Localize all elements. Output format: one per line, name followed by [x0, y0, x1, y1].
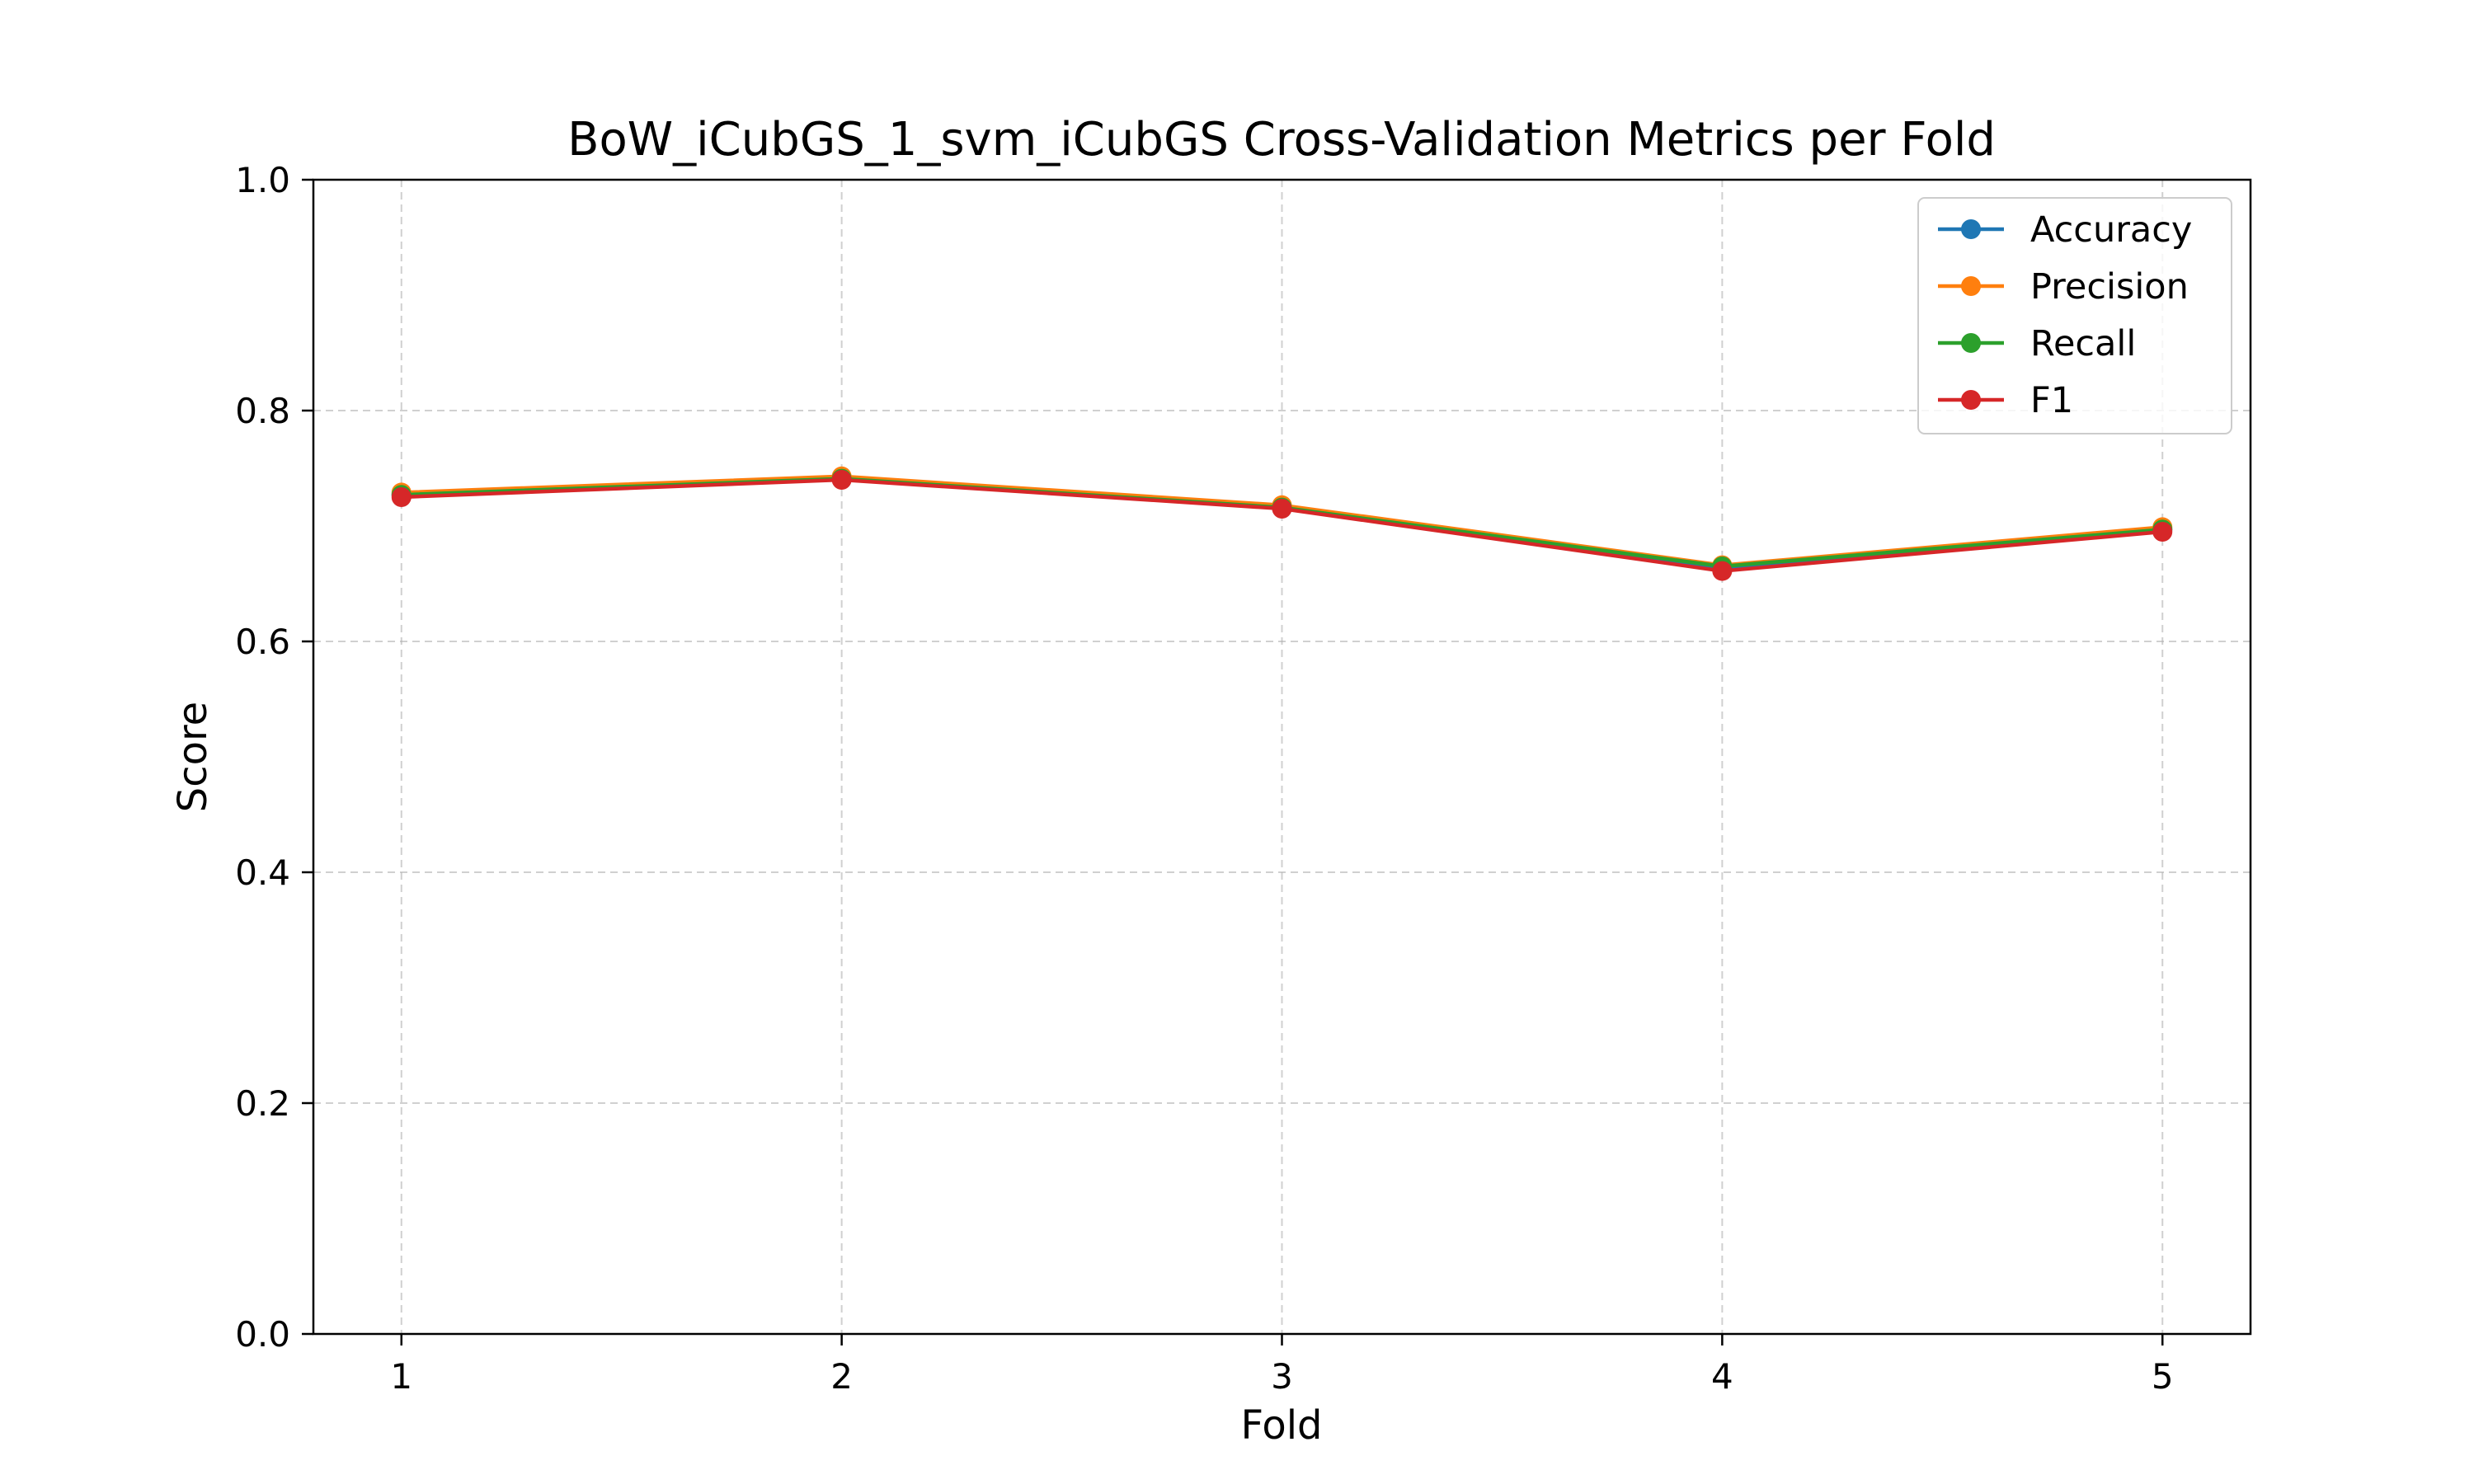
legend-entry-f1: F1 [1938, 380, 2073, 421]
y-tick-label: 0.4 [235, 852, 290, 893]
y-tick-label: 0.8 [235, 391, 290, 431]
series-f1 [391, 470, 2173, 581]
x-tick-label: 2 [830, 1356, 853, 1397]
legend-entry-accuracy: Accuracy [1938, 209, 2192, 251]
y-tick-label: 0.6 [235, 622, 290, 662]
x-tick-label: 4 [1711, 1356, 1733, 1397]
legend-swatch-marker [1961, 219, 1981, 239]
legend-swatch-marker [1961, 390, 1981, 410]
y-axis-label: Score [170, 702, 216, 812]
x-tick-label: 5 [2152, 1356, 2174, 1397]
f1-point [2152, 522, 2173, 542]
axis-ticks: 1 2 3 4 5 0.0 0.2 0.4 0.6 0.8 1.0 [235, 160, 2173, 1397]
x-axis-label: Fold [1240, 1402, 1322, 1449]
legend-label: Recall [2030, 323, 2136, 364]
legend: Accuracy Precision Recall F1 [1917, 197, 2232, 434]
legend-label: Accuracy [2030, 209, 2192, 251]
y-tick-label: 1.0 [235, 160, 290, 200]
legend-swatch-marker [1961, 333, 1981, 353]
series-layer [391, 466, 2173, 581]
chart-title: BoW_iCubGS_1_svm_iCubGS Cross-Validation… [567, 113, 1996, 167]
legend-entry-precision: Precision [1938, 266, 2189, 308]
legend-label: Precision [2030, 266, 2189, 308]
y-tick-label: 0.0 [235, 1314, 290, 1355]
x-tick-label: 3 [1271, 1356, 1293, 1397]
legend-label: F1 [2030, 380, 2073, 421]
x-tick-label: 1 [390, 1356, 412, 1397]
legend-swatch-marker [1961, 276, 1981, 296]
legend-entry-recall: Recall [1938, 323, 2136, 364]
f1-point [1712, 561, 1733, 581]
y-tick-label: 0.2 [235, 1083, 290, 1124]
legend-box [1917, 197, 2232, 434]
f1-point [831, 470, 852, 490]
f1-point [1272, 499, 1292, 519]
f1-point [391, 487, 412, 507]
